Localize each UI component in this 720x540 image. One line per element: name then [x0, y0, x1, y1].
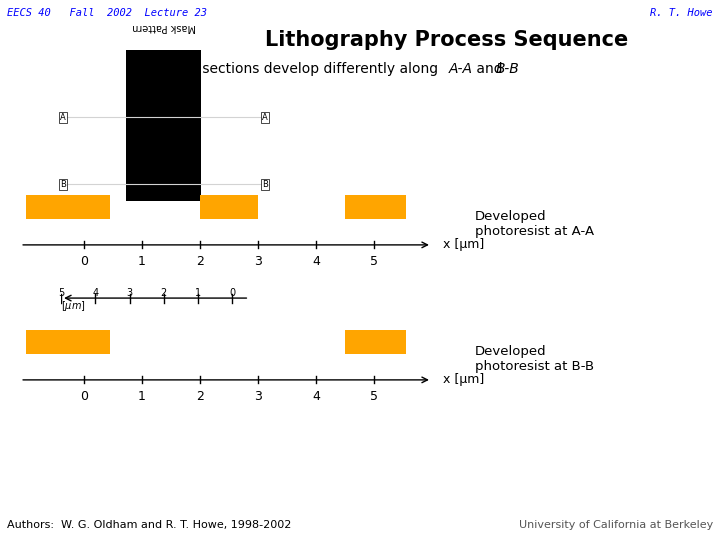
Text: 3: 3 [127, 288, 132, 298]
Text: A: A [60, 113, 66, 122]
Bar [71, 50, 126, 276]
Text: A: A [262, 113, 268, 122]
Text: 5: 5 [370, 390, 378, 403]
Text: 1: 1 [138, 390, 146, 403]
Text: Developed
photoresist at A-A: Developed photoresist at A-A [475, 210, 594, 238]
Text: 0: 0 [80, 255, 88, 268]
Text: B-B: B-B [495, 62, 519, 76]
Text: EECS 40   Fall  2002  Lecture 23: EECS 40 Fall 2002 Lecture 23 [7, 8, 207, 18]
Bar [345, 195, 406, 219]
Bar [71, 50, 256, 100]
Text: 5: 5 [370, 255, 378, 268]
Text: and: and [472, 62, 507, 76]
Text: 1: 1 [138, 255, 146, 268]
Text: Developed
photoresist at B-B: Developed photoresist at B-B [475, 345, 594, 373]
Bar [345, 330, 406, 354]
Text: 4: 4 [92, 288, 99, 298]
Text: 1: 1 [195, 288, 201, 298]
Bar [126, 50, 202, 201]
Bar [26, 195, 110, 219]
Text: Mask Pattern: Mask Pattern [132, 22, 196, 32]
Bar [71, 201, 256, 276]
Text: A-A: A-A [449, 62, 472, 76]
Text: Cross sections develop differently along: Cross sections develop differently along [160, 62, 446, 76]
Text: R. T. Howe: R. T. Howe [650, 8, 713, 18]
Text: 2: 2 [196, 255, 204, 268]
Text: 0: 0 [80, 390, 88, 403]
Text: 2: 2 [161, 288, 167, 298]
Text: 4: 4 [312, 390, 320, 403]
Text: 5: 5 [58, 288, 64, 298]
Text: B: B [262, 180, 268, 189]
Text: 0: 0 [229, 288, 235, 298]
Text: Authors:  W. G. Oldham and R. T. Howe, 1998-2002: Authors: W. G. Oldham and R. T. Howe, 19… [7, 520, 292, 530]
Text: $[\mu m]$: $[\mu m]$ [61, 299, 86, 313]
Bar [26, 330, 110, 354]
Text: 2: 2 [196, 390, 204, 403]
Text: Lithography Process Sequence: Lithography Process Sequence [265, 30, 628, 50]
Bar [202, 50, 256, 276]
Bar [200, 195, 258, 219]
Text: B: B [60, 180, 66, 189]
Text: x [μm]: x [μm] [444, 238, 485, 252]
Text: 4: 4 [312, 255, 320, 268]
Text: 3: 3 [254, 255, 262, 268]
Text: x [μm]: x [μm] [444, 373, 485, 387]
Text: University of California at Berkeley: University of California at Berkeley [518, 520, 713, 530]
Text: 3: 3 [254, 390, 262, 403]
